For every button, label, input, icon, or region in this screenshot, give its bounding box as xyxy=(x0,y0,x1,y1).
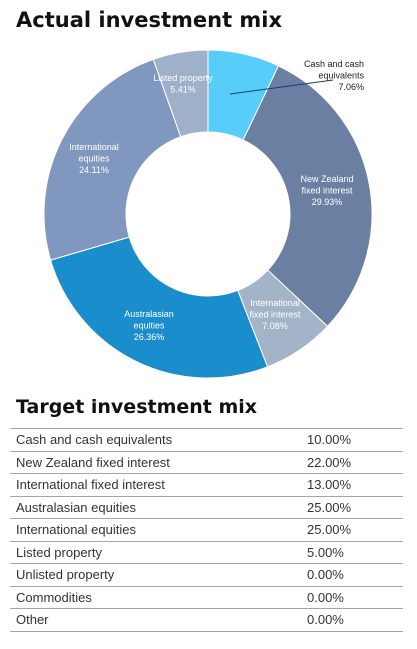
donut-slice xyxy=(242,65,373,328)
target-percent-cell: 5.00% xyxy=(307,541,403,564)
slice-value-label: 24.11% xyxy=(79,165,109,175)
table-row: Other 0.00% xyxy=(10,608,403,632)
asset-class-cell: Other xyxy=(10,608,307,632)
table-row: Commodities 0.00% xyxy=(10,586,403,609)
asset-class-cell: Commodities xyxy=(10,586,307,609)
target-percent-cell: 0.00% xyxy=(307,586,403,609)
table-row: International equities 25.00% xyxy=(10,518,403,542)
target-percent-cell: 0.00% xyxy=(307,608,403,632)
slice-name-label: Australasian xyxy=(124,309,174,319)
target-percent-cell: 25.00% xyxy=(307,518,403,542)
target-percent-cell: 22.00% xyxy=(307,451,403,474)
actual-mix-title: Actual investment mix xyxy=(16,8,283,32)
asset-class-cell: New Zealand fixed interest xyxy=(10,451,307,474)
asset-class-cell: International fixed interest xyxy=(10,473,307,497)
donut-slice xyxy=(43,58,182,261)
target-percent-cell: 10.00% xyxy=(307,428,403,452)
slice-name-label: fixed interest xyxy=(301,186,353,196)
target-mix-title: Target investment mix xyxy=(16,396,258,418)
slice-name-label: Cash and cash xyxy=(304,59,364,69)
slice-name-label: fixed interest xyxy=(249,310,301,320)
slice-name-label: Listed property xyxy=(153,73,213,83)
slice-name-label: New Zealand xyxy=(300,174,353,184)
target-percent-cell: 13.00% xyxy=(307,473,403,497)
slice-value-label: 7.08% xyxy=(262,321,288,331)
table-row: Australasian equities 25.00% xyxy=(10,496,403,519)
table-row: New Zealand fixed interest 22.00% xyxy=(10,451,403,474)
asset-class-cell: Unlisted property xyxy=(10,563,307,587)
slice-name-label: equities xyxy=(133,321,165,331)
slice-value-label: 29.93% xyxy=(312,197,343,207)
slice-name-label: equivalents xyxy=(318,71,364,81)
target-percent-cell: 25.00% xyxy=(307,496,403,519)
donut-slice xyxy=(49,236,269,379)
donut-slice xyxy=(152,49,209,138)
asset-class-cell: Listed property xyxy=(10,541,307,564)
table-row: International fixed interest 13.00% xyxy=(10,473,403,497)
table-row: Listed property 5.00% xyxy=(10,541,403,564)
slice-value-label: 7.06% xyxy=(338,82,364,92)
slice-value-label: 26.36% xyxy=(134,332,165,342)
target-mix-table: Cash and cash equivalents 10.00% New Zeala… xyxy=(10,428,403,632)
table-row: Cash and cash equivalents 10.00% xyxy=(10,428,403,452)
slice-name-label: equities xyxy=(78,154,110,164)
table-row: Unlisted property 0.00% xyxy=(10,563,403,587)
asset-class-cell: Australasian equities xyxy=(10,496,307,519)
asset-class-cell: International equities xyxy=(10,518,307,542)
leader-line xyxy=(229,79,334,95)
slice-name-label: International xyxy=(69,142,119,152)
asset-class-cell: Cash and cash equivalents xyxy=(10,428,307,452)
slice-name-label: International xyxy=(250,298,300,308)
target-percent-cell: 0.00% xyxy=(307,563,403,587)
slice-value-label: 5.41% xyxy=(170,85,196,95)
